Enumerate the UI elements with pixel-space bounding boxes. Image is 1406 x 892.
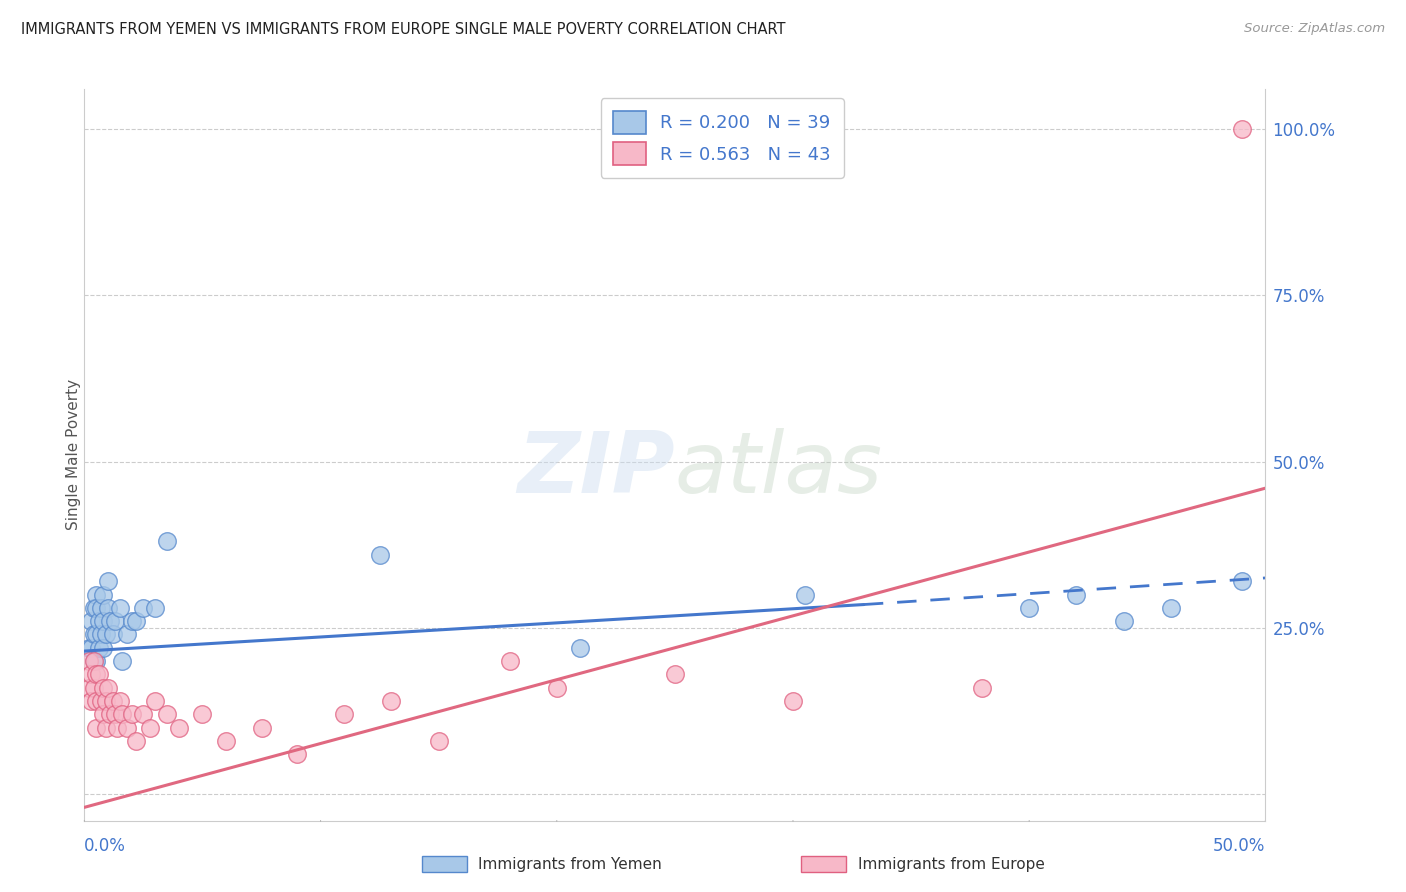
Point bbox=[215, 734, 238, 748]
Point bbox=[380, 694, 402, 708]
Point bbox=[84, 721, 107, 735]
Point bbox=[156, 534, 179, 549]
Point bbox=[167, 721, 190, 735]
Point bbox=[285, 747, 308, 761]
Point bbox=[250, 721, 273, 735]
Point bbox=[84, 588, 107, 602]
Point bbox=[121, 707, 143, 722]
Point bbox=[1160, 600, 1182, 615]
Point bbox=[77, 681, 100, 695]
Point bbox=[90, 694, 112, 708]
Y-axis label: Single Male Poverty: Single Male Poverty bbox=[66, 379, 80, 531]
Point bbox=[101, 694, 124, 708]
Point bbox=[115, 721, 138, 735]
Point bbox=[90, 627, 112, 641]
Point bbox=[1018, 600, 1040, 615]
Point bbox=[546, 681, 568, 695]
Point bbox=[98, 707, 121, 722]
Point bbox=[125, 614, 148, 628]
Point bbox=[83, 654, 105, 668]
Point bbox=[156, 707, 179, 722]
Point bbox=[132, 600, 155, 615]
Point bbox=[111, 654, 134, 668]
Point bbox=[80, 667, 103, 681]
Point bbox=[191, 707, 214, 722]
Point bbox=[121, 614, 143, 628]
Point bbox=[94, 627, 117, 641]
Point bbox=[498, 654, 520, 668]
Point bbox=[80, 694, 103, 708]
Point bbox=[104, 614, 127, 628]
Text: atlas: atlas bbox=[675, 428, 883, 511]
Text: IMMIGRANTS FROM YEMEN VS IMMIGRANTS FROM EUROPE SINGLE MALE POVERTY CORRELATION : IMMIGRANTS FROM YEMEN VS IMMIGRANTS FROM… bbox=[21, 22, 786, 37]
Point bbox=[94, 721, 117, 735]
Point bbox=[84, 600, 107, 615]
Point bbox=[139, 721, 162, 735]
Point bbox=[97, 600, 120, 615]
Point bbox=[664, 667, 686, 681]
Point bbox=[98, 614, 121, 628]
Point bbox=[87, 667, 110, 681]
Point bbox=[84, 654, 107, 668]
Point bbox=[115, 627, 138, 641]
Point bbox=[1230, 574, 1253, 589]
Point bbox=[91, 640, 114, 655]
Point bbox=[1066, 588, 1088, 602]
Point bbox=[91, 681, 114, 695]
Point bbox=[84, 667, 107, 681]
Point bbox=[83, 627, 105, 641]
Legend: R = 0.200   N = 39, R = 0.563   N = 43: R = 0.200 N = 39, R = 0.563 N = 43 bbox=[600, 98, 844, 178]
Point bbox=[84, 694, 107, 708]
Point bbox=[143, 694, 166, 708]
Point bbox=[1230, 122, 1253, 136]
Point bbox=[101, 627, 124, 641]
Text: 0.0%: 0.0% bbox=[84, 838, 127, 855]
Point bbox=[143, 600, 166, 615]
Point bbox=[782, 694, 804, 708]
Point bbox=[83, 681, 105, 695]
Point bbox=[77, 640, 100, 655]
Point bbox=[104, 707, 127, 722]
Point bbox=[84, 627, 107, 641]
Point bbox=[90, 600, 112, 615]
Point bbox=[132, 707, 155, 722]
Point bbox=[91, 707, 114, 722]
Point bbox=[108, 694, 131, 708]
Point bbox=[333, 707, 356, 722]
Point bbox=[80, 640, 103, 655]
Point bbox=[125, 734, 148, 748]
Point bbox=[94, 694, 117, 708]
Text: Immigrants from Yemen: Immigrants from Yemen bbox=[478, 857, 662, 871]
Text: 50.0%: 50.0% bbox=[1213, 838, 1265, 855]
Point bbox=[111, 707, 134, 722]
Point bbox=[108, 600, 131, 615]
Text: Immigrants from Europe: Immigrants from Europe bbox=[858, 857, 1045, 871]
Point bbox=[1112, 614, 1135, 628]
Point bbox=[368, 548, 391, 562]
Text: Source: ZipAtlas.com: Source: ZipAtlas.com bbox=[1244, 22, 1385, 36]
Point bbox=[91, 588, 114, 602]
Point bbox=[83, 600, 105, 615]
Point bbox=[87, 614, 110, 628]
Point bbox=[793, 588, 815, 602]
Point bbox=[970, 681, 993, 695]
Text: ZIP: ZIP bbox=[517, 428, 675, 511]
Point bbox=[569, 640, 592, 655]
Point bbox=[87, 640, 110, 655]
Point bbox=[97, 574, 120, 589]
Point bbox=[97, 681, 120, 695]
Point bbox=[91, 614, 114, 628]
Point bbox=[107, 721, 129, 735]
Point bbox=[83, 654, 105, 668]
Point bbox=[427, 734, 450, 748]
Point bbox=[80, 614, 103, 628]
Point bbox=[77, 654, 100, 668]
